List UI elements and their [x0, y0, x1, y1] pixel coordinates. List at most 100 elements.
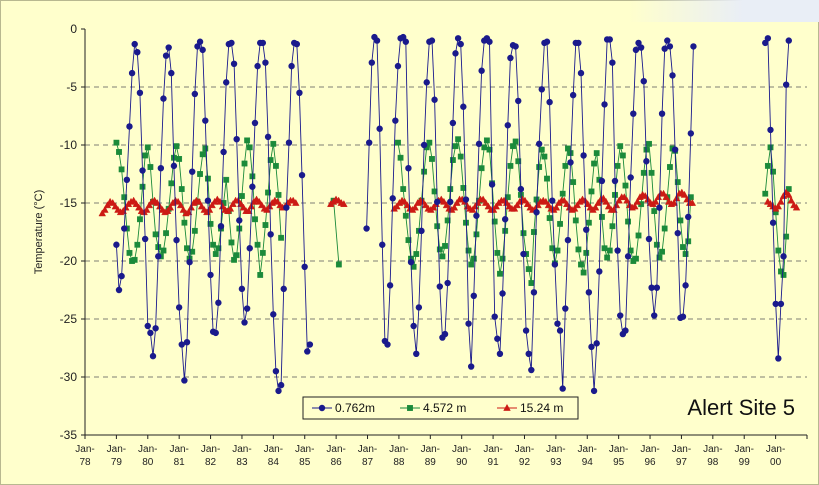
data-point-15-24-m: [450, 203, 459, 211]
data-point-0-762m: [661, 45, 668, 52]
data-point-4-572-m: [604, 254, 611, 261]
x-tick-label-top: Jan-: [295, 444, 314, 455]
data-point-4-572-m: [228, 239, 235, 246]
data-point-0-762m: [501, 216, 509, 223]
y-tick-label: -30: [60, 370, 78, 384]
data-point-15-24-m: [521, 196, 529, 204]
data-point-4-572-m: [499, 255, 506, 262]
data-point-0-762m: [418, 227, 425, 235]
data-point-0-762m: [606, 36, 613, 43]
data-point-0-762m: [379, 241, 386, 248]
data-point-15-24-m: [779, 192, 788, 199]
data-point-4-572-m: [764, 162, 771, 169]
data-point-15-24-m: [573, 201, 581, 209]
data-point-0-762m: [567, 159, 574, 166]
data-point-0-762m: [264, 133, 272, 141]
data-point-0-762m: [431, 96, 438, 103]
data-point-0-762m: [593, 340, 600, 347]
data-point-4-572-m: [633, 255, 639, 262]
data-point-0-762m: [666, 43, 674, 50]
data-point-0-762m: [530, 289, 538, 296]
data-point-4-572-m: [163, 230, 169, 237]
data-point-4-572-m: [536, 164, 543, 170]
data-point-0-762m: [136, 89, 144, 97]
data-point-4-572-m: [176, 156, 183, 162]
data-point-0-762m: [149, 352, 157, 360]
data-point-4-572-m: [559, 190, 566, 197]
data-point-0-762m: [175, 304, 183, 311]
data-point-15-24-m: [651, 197, 660, 205]
y-axis-title: Temperature (°C): [33, 190, 45, 274]
data-point-0-762m: [601, 101, 608, 108]
data-point-0-762m: [447, 198, 454, 206]
data-point-0-762m: [433, 198, 441, 206]
data-point-4-572-m: [659, 248, 665, 255]
data-point-15-24-m: [419, 197, 427, 205]
data-point-0-762m: [415, 304, 423, 311]
data-point-4-572-m: [680, 244, 686, 250]
x-tick-label-top: Jan-: [672, 444, 691, 455]
data-point-0-762m: [679, 313, 687, 320]
data-point-4-572-m: [619, 152, 626, 159]
data-point-4-572-m: [606, 247, 613, 254]
data-point-4-572-m: [233, 252, 240, 259]
data-point-0-762m: [115, 286, 123, 294]
data-point-0-762m: [241, 319, 248, 326]
data-point-15-24-m: [244, 207, 253, 214]
data-point-4-572-m: [575, 246, 582, 253]
data-point-0-762m: [262, 59, 269, 66]
data-point-4-572-m: [646, 140, 652, 147]
data-point-15-24-m: [218, 202, 227, 210]
data-point-15-24-m: [255, 197, 263, 205]
x-tick-label-top: Jan-: [703, 444, 722, 455]
data-point-0-762m: [775, 355, 782, 362]
data-point-0-762m: [637, 44, 645, 51]
x-tick-label-top: Jan-: [483, 444, 502, 455]
data-point-0-762m: [249, 183, 256, 190]
data-point-4-572-m: [661, 225, 668, 232]
data-point-0-762m: [212, 329, 219, 337]
data-point-4-572-m: [651, 208, 658, 215]
x-tick-label-year: 94: [582, 457, 594, 468]
data-point-4-572-m: [520, 230, 527, 237]
x-tick-label-top: Jan-: [421, 444, 440, 455]
data-point-0-762m: [423, 79, 430, 86]
x-tick-label-top: Jan-: [734, 444, 753, 455]
data-point-15-24-m: [633, 197, 642, 205]
data-point-4-572-m: [254, 241, 261, 248]
data-point-15-24-m: [542, 197, 550, 205]
data-point-4-572-m: [178, 186, 185, 192]
data-point-4-572-m: [270, 140, 277, 147]
data-point-4-572-m: [687, 194, 694, 201]
data-point-4-572-m: [239, 193, 245, 199]
data-point-15-24-m: [560, 196, 568, 204]
data-point-0-762m: [583, 226, 590, 233]
data-point-15-24-m: [610, 205, 618, 213]
y-tick-label: 0: [70, 22, 77, 36]
data-point-0-762m: [298, 171, 306, 179]
legend-label-0-762m: 0.762m: [335, 401, 375, 415]
data-point-4-572-m: [137, 216, 143, 223]
data-point-0-762m: [449, 119, 457, 127]
data-point-4-572-m: [442, 243, 448, 249]
data-point-0-762m: [465, 320, 472, 327]
data-point-4-572-m: [627, 247, 634, 254]
data-point-4-572-m: [413, 251, 420, 257]
y-tick-label: -5: [66, 80, 77, 94]
data-point-15-24-m: [787, 196, 796, 204]
data-point-4-572-m: [625, 218, 631, 225]
x-tick-label-top: Jan-: [201, 444, 220, 455]
data-point-15-24-m: [142, 205, 151, 213]
data-point-0-762m: [785, 37, 792, 44]
data-point-0-762m: [233, 136, 240, 143]
data-point-4-572-m: [512, 138, 519, 145]
data-point-0-762m: [687, 130, 695, 137]
data-point-0-762m: [640, 77, 647, 85]
data-point-0-762m: [165, 44, 172, 51]
data-point-0-762m: [669, 72, 676, 79]
x-tick-label-year: 97: [676, 457, 688, 468]
data-point-4-572-m: [241, 160, 248, 167]
data-point-0-762m: [522, 327, 530, 334]
data-point-0-762m: [507, 54, 514, 62]
